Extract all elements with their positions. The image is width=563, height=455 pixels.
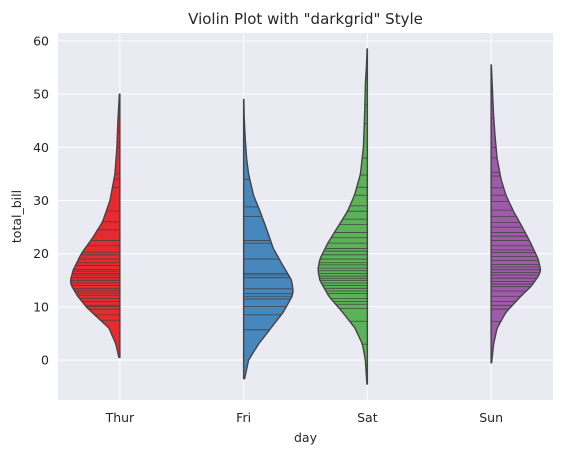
- chart-title: Violin Plot with "darkgrid" Style: [188, 10, 423, 28]
- violin-outline: [69, 93, 121, 359]
- x-axis-label: day: [294, 430, 318, 445]
- y-tick-label: 40: [33, 140, 49, 155]
- violin-outline: [242, 98, 294, 380]
- violin-body: [70, 94, 120, 358]
- y-axis-label: total_bill: [9, 190, 24, 243]
- violin-thur: [69, 93, 121, 359]
- violin-sun: [490, 64, 542, 364]
- y-tick-label: 20: [33, 246, 49, 261]
- x-tick-label: Fri: [236, 410, 251, 425]
- y-tick-label: 30: [33, 193, 49, 208]
- y-tick-labels: 0 10 20 30 40 50 60: [33, 33, 49, 367]
- violins: [69, 48, 542, 385]
- x-tick-label: Thur: [105, 410, 135, 425]
- violin-fri: [242, 98, 294, 380]
- y-tick-label: 10: [33, 299, 49, 314]
- y-tick-label: 50: [33, 87, 49, 102]
- x-tick-labels: Thur Fri Sat Sun: [105, 410, 503, 425]
- x-tick-label: Sat: [357, 410, 378, 425]
- violin-sat: [317, 48, 369, 385]
- violin-body: [243, 99, 293, 379]
- y-tick-label: 0: [41, 353, 49, 368]
- y-tick-label: 60: [33, 33, 49, 48]
- violin-outline: [490, 64, 542, 364]
- plot-background: [58, 33, 553, 400]
- x-tick-label: Sun: [479, 410, 503, 425]
- violin-body: [318, 48, 368, 385]
- violin-outline: [317, 48, 369, 385]
